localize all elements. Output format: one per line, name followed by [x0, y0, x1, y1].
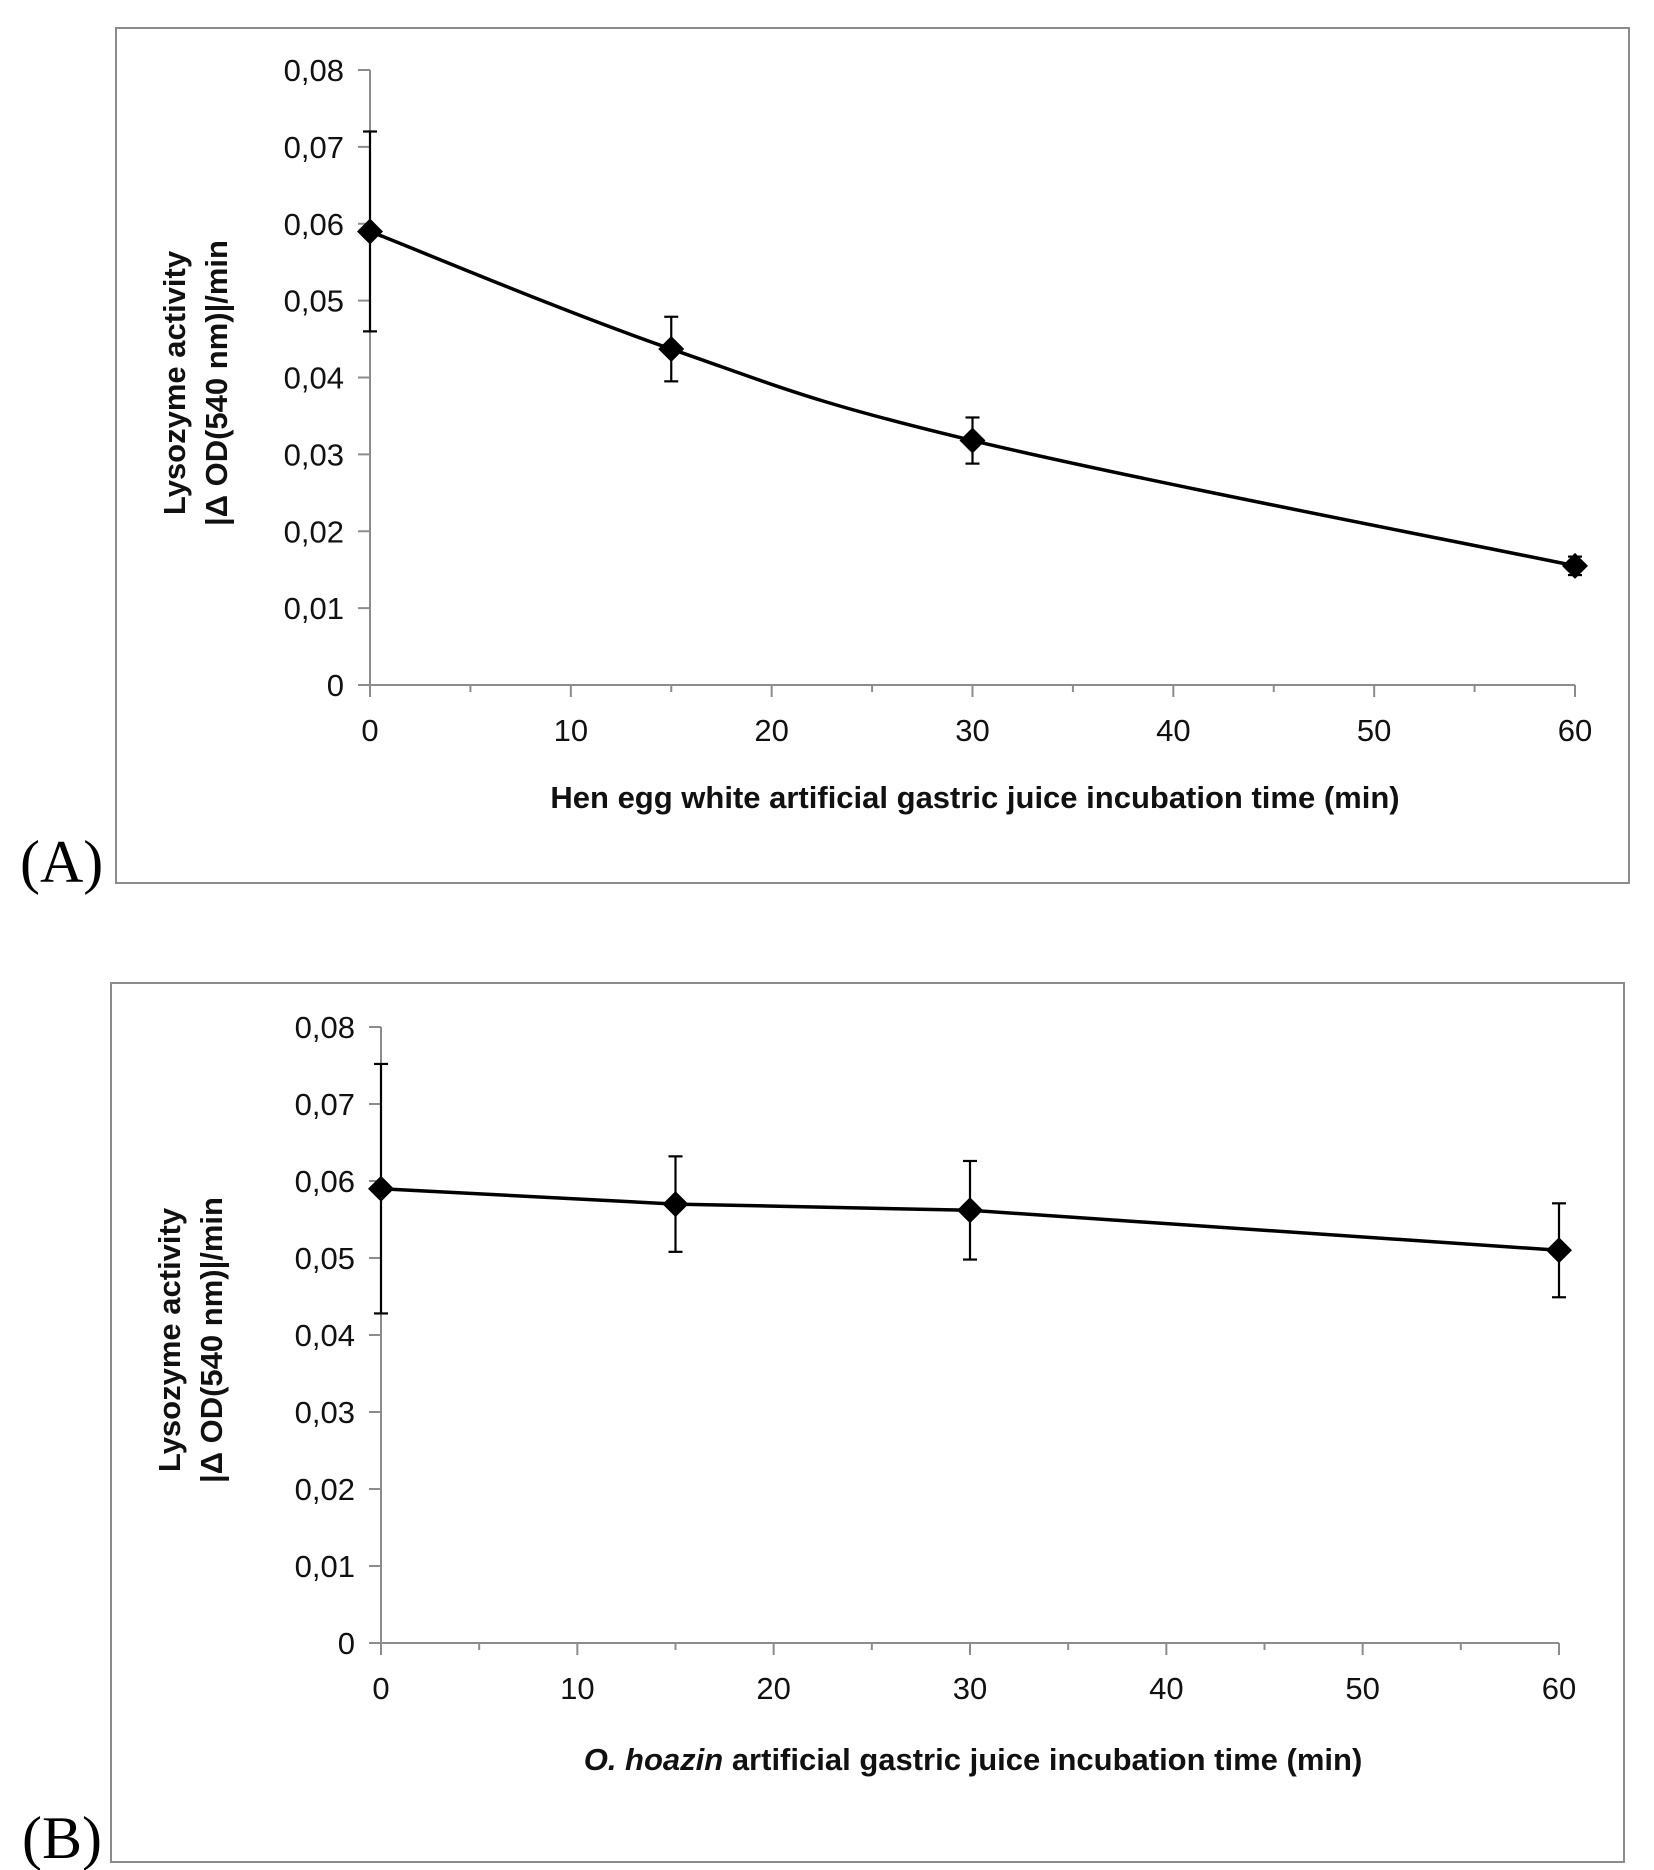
panel-b-y-axis-title: Lysozyme activity |Δ OD(540 nm)|/min — [152, 1197, 229, 1483]
panel-a-data-point — [658, 336, 685, 363]
panel-a-x-tick-label: 20 — [754, 713, 788, 748]
panel-a-y-tick-label: 0,03 — [284, 437, 344, 472]
panel-b-x-tick-label: 60 — [1542, 1671, 1576, 1706]
panel-b-x-tick-label: 20 — [756, 1671, 790, 1706]
panel-a-y-tick-label: 0,06 — [284, 207, 344, 242]
panel-a-y-tick-label: 0,02 — [284, 514, 344, 549]
panel-a-y-tick-label: 0 — [327, 668, 344, 703]
panel-a-x-tick-labels: 0 10 20 30 40 50 60 — [361, 713, 1592, 748]
panel-a-x-tick-label: 0 — [361, 713, 378, 748]
panel-b-series-line — [380, 1186, 1560, 1253]
panel-b-ticks — [369, 1026, 1560, 1655]
panel-a-y-tick-labels: 0 0,01 0,02 0,03 0,04 0,05 0,06 0,07 0,08 — [284, 53, 344, 703]
panel-b-x-tick-label: 10 — [560, 1671, 594, 1706]
panel-a-y-tick-label: 0,01 — [284, 591, 344, 626]
panel-b-y-tick-label: 0,04 — [295, 1318, 355, 1353]
panel-b-data-point — [368, 1175, 394, 1202]
panel-b: 0 0,01 0,02 0,03 0,04 0,05 0,06 0,07 0,08 0 10 20 3… — [22, 982, 1625, 1870]
panel-a-x-tick-label: 40 — [1156, 713, 1190, 748]
panel-b-y-tick-label: 0,02 — [295, 1472, 355, 1507]
panel-b-x-tick-label: 0 — [372, 1671, 389, 1706]
panel-a-data-point — [357, 218, 383, 245]
panel-a-series-line — [369, 229, 1576, 568]
panel-b-x-tick-label: 50 — [1345, 1671, 1379, 1706]
panel-b-x-axis-title: O. hoazin artificial gastric juice incub… — [584, 1742, 1363, 1777]
panel-a-x-tick-label: 60 — [1558, 713, 1592, 748]
panel-b-y-tick-label: 0,03 — [295, 1395, 355, 1430]
panel-b-y-tick-label: 0,06 — [295, 1164, 355, 1199]
panel-b-markers — [368, 1175, 1572, 1264]
panel-a-y-axis-title: Lysozyme activity |Δ OD(540 nm)|/min — [157, 240, 234, 526]
panel-b-y-tick-label: 0,05 — [295, 1241, 355, 1276]
panel-b-y-axis-title-line-2: |Δ OD(540 nm)|/min — [194, 1197, 229, 1483]
panel-a-ticks — [358, 69, 1576, 697]
panel-b-data-point — [1546, 1237, 1572, 1264]
panel-a-y-tick-label: 0,04 — [284, 361, 344, 396]
panel-a: 0 0,01 0,02 0,03 0,04 0,05 0,06 0,07 0,08 0 10 20 3… — [20, 27, 1630, 895]
panel-a-frame — [115, 27, 1630, 884]
panel-b-data-point — [662, 1191, 689, 1218]
panel-a-x-axis-title: Hen egg white artificial gastric juice i… — [550, 780, 1399, 815]
panel-b-x-tick-label: 40 — [1149, 1671, 1183, 1706]
panel-b-y-tick-labels: 0 0,01 0,02 0,03 0,04 0,05 0,06 0,07 0,08 — [295, 1010, 355, 1661]
panel-a-y-tick-label: 0,08 — [284, 53, 344, 88]
panel-a-y-tick-label: 0,07 — [284, 130, 344, 165]
panel-a-y-axis-title-line-2: |Δ OD(540 nm)|/min — [199, 240, 234, 526]
panel-a-data-point — [959, 427, 986, 454]
panel-a-x-tick-label: 10 — [554, 713, 588, 748]
panel-a-markers — [357, 218, 1588, 579]
panel-a-x-tick-label: 50 — [1357, 713, 1391, 748]
panel-b-y-axis-title-line-1: Lysozyme activity — [152, 1207, 187, 1472]
panel-b-frame — [110, 982, 1625, 1863]
panel-a-x-tick-label: 30 — [955, 713, 989, 748]
panel-b-y-tick-label: 0,07 — [295, 1087, 355, 1122]
panel-a-label: (A) — [20, 829, 103, 895]
panel-b-y-tick-label: 0,08 — [295, 1010, 355, 1045]
panel-b-y-tick-label: 0,01 — [295, 1549, 355, 1584]
panel-a-y-axis-title-line-1: Lysozyme activity — [157, 250, 192, 515]
panel-b-y-tick-label: 0 — [338, 1626, 355, 1661]
panel-a-data-point — [1562, 552, 1588, 579]
panel-b-x-tick-labels: 0 10 20 30 40 50 60 — [372, 1671, 1576, 1706]
panel-b-label: (B) — [22, 1805, 102, 1870]
panel-b-x-tick-label: 30 — [953, 1671, 987, 1706]
panel-b-data-point — [957, 1197, 983, 1224]
panel-a-y-tick-label: 0,05 — [284, 284, 344, 319]
